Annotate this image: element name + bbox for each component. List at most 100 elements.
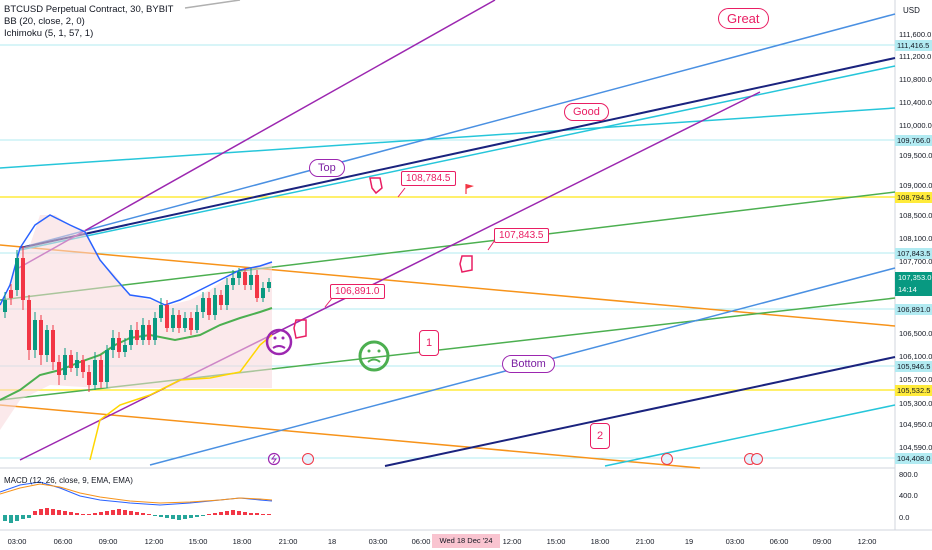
price-callout-106891[interactable]: 106,891.0: [330, 284, 385, 299]
time-axis-tick: 03:00: [368, 537, 388, 546]
macd-histogram-bar: [171, 515, 175, 519]
candlesticks: [3, 246, 271, 392]
thumbs-down-icon[interactable]: [369, 177, 383, 195]
price-label-111416: 111,416.5: [895, 40, 932, 51]
macd-histogram-bar: [159, 515, 163, 517]
price-callout-107843[interactable]: 107,843.5: [494, 228, 549, 243]
macd-histogram-bar: [141, 513, 145, 515]
candle-body: [237, 272, 241, 278]
time-axis-tick: 12:00: [857, 537, 877, 546]
macd-histogram-bar: [225, 511, 229, 515]
event-icons[interactable]: [267, 452, 763, 466]
candle-body: [243, 272, 247, 285]
price-axis-tick: 106,500.0: [899, 329, 932, 338]
time-highlight: Wed 18 Dec '24: [432, 534, 500, 548]
macd-histogram-bar: [15, 515, 19, 521]
bubble-top[interactable]: Top: [309, 159, 345, 177]
price-axis-tick: 106,100.0: [899, 352, 932, 361]
symbol-title[interactable]: BTCUSD Perpetual Contract, 30, BYBIT: [4, 4, 174, 15]
macd-histogram-bar: [9, 515, 13, 523]
price-axis-tick: 109,000.0: [899, 181, 932, 190]
bollinger-band-fill: [0, 215, 272, 430]
candle-body: [207, 298, 211, 315]
time-axis-tick: 09:00: [812, 537, 832, 546]
time-axis-tick: 21:00: [278, 537, 298, 546]
macd-histogram-bar: [153, 515, 157, 516]
time-axis-tick: 18: [327, 537, 337, 546]
time-axis-tick: 03:00: [725, 537, 745, 546]
thumbs-up-icon[interactable]: [293, 255, 473, 339]
candle-body: [111, 338, 115, 350]
price-axis-tick: 107,700.0: [899, 257, 932, 266]
horizontal-levels[interactable]: [0, 44, 895, 459]
candle-body: [147, 325, 151, 340]
price-label-108794: 108,794.5: [895, 192, 932, 203]
macd-histogram-bar: [201, 515, 205, 516]
macd-histogram-bar: [129, 511, 133, 515]
candle-body: [219, 295, 223, 305]
macd-axis-400: 400.0: [899, 491, 918, 500]
price-axis-tick: 110,000.0: [899, 121, 932, 130]
candle-body: [159, 305, 163, 318]
macd-histogram-bar: [213, 513, 217, 515]
price-label-109766: 109,766.0: [895, 135, 932, 146]
candle-body: [225, 285, 229, 305]
flag-icon[interactable]: [465, 184, 474, 194]
macd-histogram-bar: [93, 513, 97, 515]
bubble-bottom[interactable]: Bottom: [502, 355, 555, 373]
candle-body: [27, 300, 31, 350]
currency-label[interactable]: USD: [903, 6, 920, 15]
sad-face-icon[interactable]: [265, 328, 293, 356]
bar-countdown: 14:14: [898, 285, 917, 294]
price-axis-tick: 110,400.0: [899, 98, 932, 107]
candle-body: [171, 315, 175, 328]
macd-histogram-bar: [255, 513, 259, 515]
candle-body: [255, 275, 259, 298]
bubble-two[interactable]: 2: [590, 423, 611, 449]
price-axis-tick: 104,950.0: [899, 420, 932, 429]
price-axis-tick: 109,500.0: [899, 151, 932, 160]
macd-histogram-bar: [81, 514, 85, 515]
time-axis-tick: 18:00: [590, 537, 610, 546]
macd-histogram-bar: [123, 510, 127, 515]
time-axis-tick: 21:00: [635, 537, 655, 546]
ichimoku-legend[interactable]: Ichimoku (5, 1, 57, 1): [4, 28, 94, 39]
macd-histogram-bar: [183, 515, 187, 519]
candle-body: [135, 330, 139, 340]
bb-legend[interactable]: BB (20, close, 2, 0): [4, 16, 85, 27]
time-axis-tick: 03:00: [7, 537, 27, 546]
price-axis-tick: 111,600.0: [899, 30, 932, 39]
candle-body: [3, 300, 7, 312]
candle-body: [177, 315, 181, 328]
macd-legend[interactable]: MACD (12, 26, close, 9, EMA, EMA): [4, 476, 133, 485]
macd-histogram-bar: [75, 513, 79, 515]
neutral-face-icon[interactable]: [358, 340, 390, 372]
macd-histogram-bar: [87, 514, 91, 515]
macd-histogram-bar: [207, 514, 211, 515]
time-axis-tick: 18:00: [232, 537, 252, 546]
price-label-105532: 105,532.5: [895, 385, 932, 396]
price-axis-tick: 104,590.0: [899, 443, 932, 452]
bubble-great[interactable]: Great: [718, 8, 769, 29]
macd-histogram-bar: [117, 509, 121, 515]
trend-lines[interactable]: [0, 0, 896, 469]
macd-histogram-bar: [147, 514, 151, 515]
candle-body: [87, 372, 91, 385]
candle-body: [267, 282, 271, 288]
candle-body: [117, 338, 121, 352]
price-label-104408: 104,408.0: [895, 453, 932, 464]
bubble-one[interactable]: 1: [419, 330, 440, 356]
candle-body: [81, 360, 85, 372]
macd-histogram-bar: [219, 512, 223, 515]
macd-histogram-bar: [267, 514, 271, 515]
bubble-good[interactable]: Good: [564, 103, 609, 121]
candle-body: [153, 318, 157, 340]
candle-body: [201, 298, 205, 312]
price-axis-tick: 105,300.0: [899, 399, 932, 408]
current-price: 107,353.0: [898, 273, 932, 282]
candle-body: [261, 288, 265, 298]
macd-histogram-bar: [111, 510, 115, 515]
price-label-107843: 107,843.5: [895, 248, 932, 259]
price-callout-108784[interactable]: 108,784.5: [401, 171, 456, 186]
